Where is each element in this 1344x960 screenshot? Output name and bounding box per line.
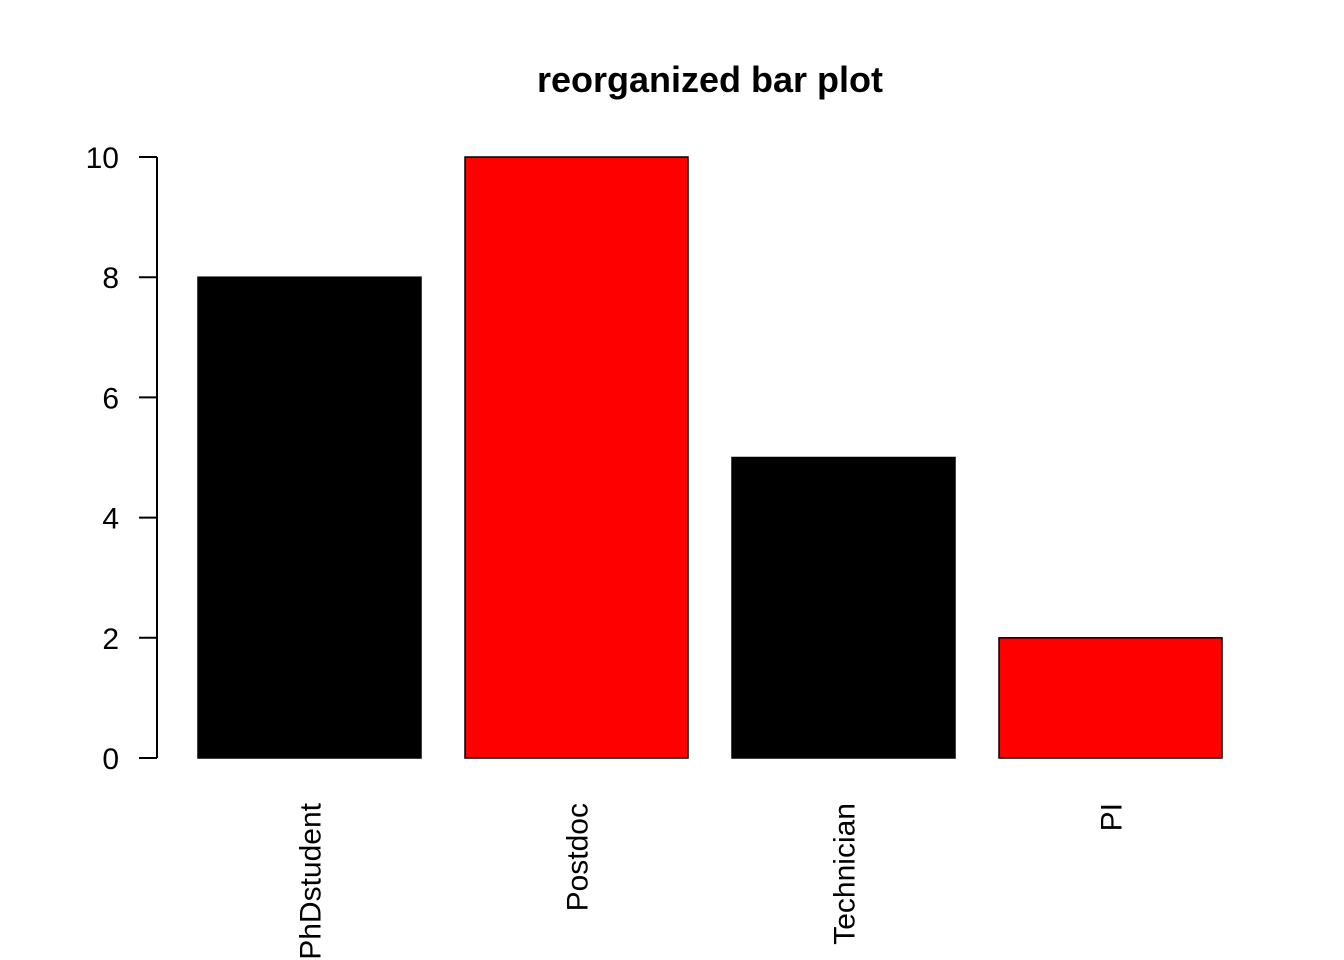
category-label: PhDstudent bbox=[295, 802, 328, 959]
x-axis-labels: PhDstudent Postdoc Technician PI bbox=[295, 802, 1129, 959]
bar-phdstudent bbox=[197, 276, 422, 759]
y-tick-label: 4 bbox=[102, 503, 119, 536]
bar-postdoc bbox=[464, 156, 689, 759]
bars bbox=[197, 156, 1223, 759]
y-tick-label: 8 bbox=[102, 262, 119, 295]
category-label: Technician bbox=[829, 803, 862, 945]
bar-technician bbox=[731, 456, 956, 759]
y-tick-label: 10 bbox=[86, 142, 119, 175]
chart-title: reorganized bar plot bbox=[537, 59, 883, 100]
y-tick-label: 2 bbox=[102, 623, 119, 656]
category-label: PI bbox=[1096, 803, 1129, 831]
y-tick-label: 6 bbox=[102, 382, 119, 415]
bar-pi bbox=[998, 637, 1223, 759]
y-tick-label: 0 bbox=[102, 743, 119, 776]
category-label: Postdoc bbox=[562, 803, 595, 911]
y-axis: 0 2 4 6 8 10 bbox=[86, 142, 158, 776]
